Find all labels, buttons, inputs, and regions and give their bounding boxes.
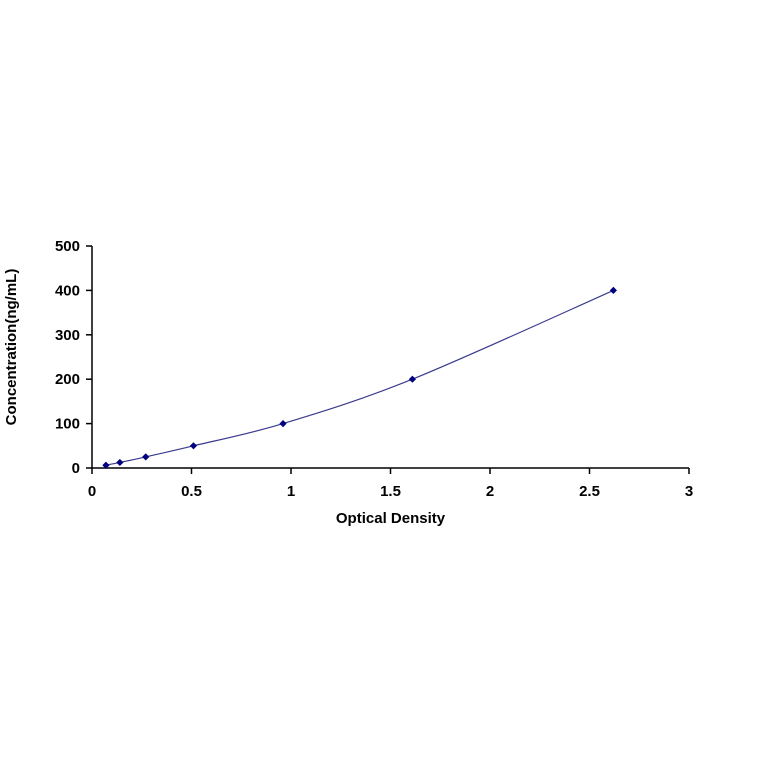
y-tick-label: 100 [55,416,80,433]
y-tick-label: 200 [55,371,80,388]
fit-curve [105,289,614,466]
x-tick-label: 3 [685,483,693,500]
x-tick-label: 2.5 [579,483,600,500]
x-tick-label: 2 [486,483,494,500]
x-tick-label: 1.5 [380,483,401,500]
y-tick-label: 300 [55,327,80,344]
y-axis-ticks: 0 100 200 300 400 500 [55,238,92,477]
data-point-marker [142,453,150,461]
data-point-marker [609,286,617,294]
y-tick-label: 400 [55,282,80,299]
y-tick-label: 0 [72,460,80,477]
data-point-marker [189,442,198,450]
x-tick-label: 1 [287,483,295,500]
y-axis-title: Concentration(ng/mL) [3,269,20,426]
x-tick-label: 0.5 [181,483,202,500]
data-point-marker [408,375,416,383]
data-point-marker [116,458,124,467]
y-tick-label: 500 [55,238,80,255]
x-tick-label: 0 [88,483,96,500]
data-point-marker [102,461,110,469]
data-points [102,286,617,469]
x-axis-ticks: 0 0.5 1 1.5 2 2.5 3 [88,468,693,500]
x-axis-title: Optical Density [336,510,446,527]
data-point-marker [279,420,287,428]
